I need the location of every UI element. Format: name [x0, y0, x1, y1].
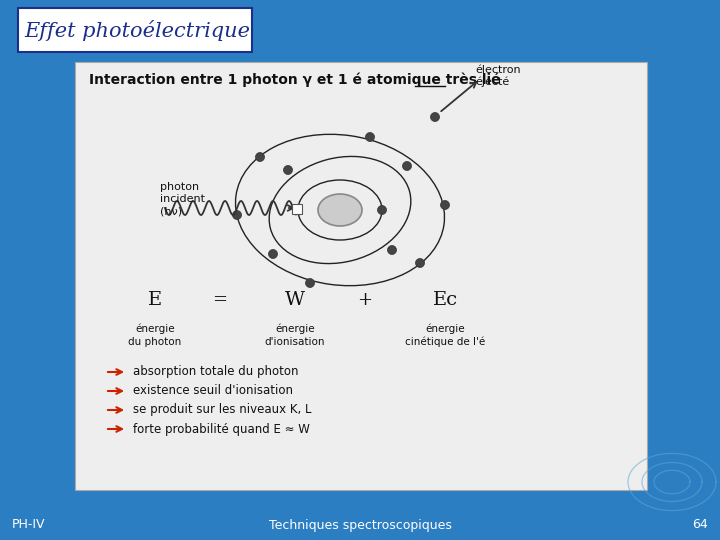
- Text: photon
incident
(hν): photon incident (hν): [160, 182, 205, 217]
- Bar: [292, 204, 302, 214]
- Text: forte probabilité quand E ≈ W: forte probabilité quand E ≈ W: [133, 422, 310, 435]
- Circle shape: [305, 279, 315, 287]
- Circle shape: [366, 132, 374, 141]
- Circle shape: [294, 206, 302, 214]
- Ellipse shape: [318, 194, 362, 226]
- Circle shape: [415, 259, 425, 267]
- Text: Effet photoélectrique: Effet photoélectrique: [24, 20, 250, 41]
- Text: énergie
d'ionisation: énergie d'ionisation: [265, 323, 325, 347]
- Text: Techniques spectroscopiques: Techniques spectroscopiques: [269, 518, 451, 531]
- Circle shape: [402, 161, 412, 171]
- Text: 64: 64: [692, 518, 708, 531]
- Circle shape: [284, 165, 292, 174]
- Circle shape: [233, 211, 241, 219]
- Text: Ec: Ec: [433, 291, 458, 309]
- Circle shape: [377, 206, 387, 214]
- Circle shape: [431, 112, 439, 122]
- Text: +: +: [358, 291, 372, 309]
- Text: E: E: [148, 291, 162, 309]
- Text: absorption totale du photon: absorption totale du photon: [133, 366, 299, 379]
- Text: Interaction entre 1 photon γ et 1 é atomique très lié: Interaction entre 1 photon γ et 1 é atom…: [89, 72, 500, 87]
- Text: PH-IV: PH-IV: [12, 518, 45, 531]
- Circle shape: [256, 152, 264, 161]
- Circle shape: [387, 246, 397, 254]
- Circle shape: [269, 249, 277, 259]
- Text: existence seuil d'ionisation: existence seuil d'ionisation: [133, 384, 293, 397]
- Text: se produit sur les niveaux K, L: se produit sur les niveaux K, L: [133, 403, 312, 416]
- Text: =: =: [212, 291, 228, 309]
- FancyBboxPatch shape: [75, 62, 647, 490]
- Circle shape: [441, 200, 449, 210]
- Text: W: W: [285, 291, 305, 309]
- Text: énergie
cinétique de l'é: énergie cinétique de l'é: [405, 323, 485, 347]
- Text: énergie
du photon: énergie du photon: [128, 323, 181, 347]
- FancyBboxPatch shape: [18, 8, 252, 52]
- Text: électron
éjecté: électron éjecté: [475, 65, 521, 87]
